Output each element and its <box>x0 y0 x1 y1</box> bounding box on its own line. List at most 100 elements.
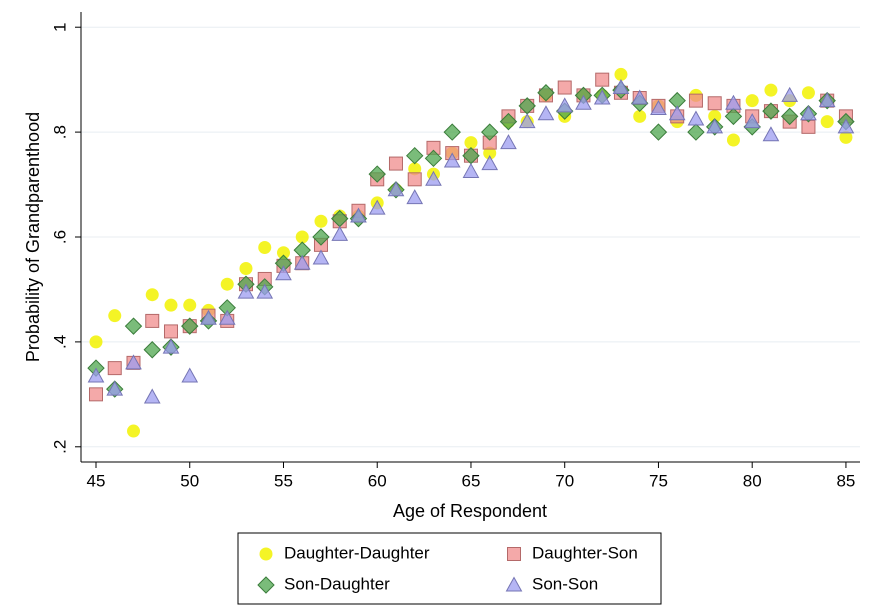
point <box>443 123 461 141</box>
point <box>725 94 742 110</box>
point <box>707 96 722 111</box>
point <box>406 189 424 205</box>
point <box>87 367 105 383</box>
x-tick-label: 75 <box>649 471 668 490</box>
legend-label: Son-Son <box>532 574 598 593</box>
y-tick-label: .4 <box>50 335 69 349</box>
y-tick-label: .6 <box>50 230 69 244</box>
point <box>575 94 592 110</box>
point <box>762 102 780 120</box>
point <box>745 94 759 108</box>
legend-label: Daughter-Son <box>532 543 638 562</box>
point <box>368 199 386 215</box>
point <box>650 99 667 116</box>
point <box>443 152 461 168</box>
point <box>143 388 161 404</box>
x-tick-label: 65 <box>462 471 481 490</box>
point <box>181 317 199 335</box>
point <box>407 172 422 187</box>
legend-label: Daughter-Daughter <box>284 543 430 562</box>
point <box>314 214 328 228</box>
x-tick-label: 50 <box>180 471 199 490</box>
point <box>724 107 743 126</box>
point <box>499 112 518 131</box>
point <box>239 261 253 275</box>
point <box>537 105 555 121</box>
point <box>312 249 330 265</box>
point <box>143 341 161 359</box>
point <box>258 240 272 254</box>
point <box>181 367 199 383</box>
point <box>275 265 292 281</box>
x-tick-label: 80 <box>743 471 762 490</box>
point <box>483 146 497 160</box>
point <box>350 207 367 223</box>
point <box>106 380 124 396</box>
point <box>614 67 628 81</box>
point <box>406 146 424 165</box>
y-tick-label: .2 <box>50 440 69 454</box>
point <box>408 162 422 176</box>
y-tick-label: 1 <box>50 22 69 31</box>
point <box>726 133 740 147</box>
point <box>276 246 290 260</box>
point <box>595 72 610 87</box>
legend-marker <box>257 576 275 594</box>
point <box>537 84 555 102</box>
point <box>218 309 236 325</box>
point <box>593 89 611 105</box>
point <box>424 149 443 168</box>
point <box>800 105 817 121</box>
point <box>462 162 480 178</box>
legend-box <box>237 532 662 605</box>
point <box>556 97 574 113</box>
point <box>164 298 178 312</box>
point <box>125 354 142 370</box>
point <box>163 324 178 339</box>
point <box>464 136 478 150</box>
point <box>688 93 703 108</box>
point <box>668 105 686 121</box>
point <box>126 424 140 438</box>
point <box>312 228 330 246</box>
point <box>331 225 349 241</box>
y-axis-title: Probability of Grandparenthood <box>23 112 43 362</box>
point <box>633 109 647 123</box>
point <box>88 387 103 402</box>
point <box>481 155 499 171</box>
point <box>764 83 778 97</box>
point <box>612 78 630 95</box>
point <box>708 109 722 123</box>
point <box>107 361 122 376</box>
point <box>500 134 517 150</box>
point <box>687 123 705 141</box>
point <box>762 126 780 142</box>
point <box>388 156 403 171</box>
point <box>200 309 217 325</box>
point <box>743 113 761 129</box>
point <box>820 115 834 129</box>
point <box>518 113 536 129</box>
point <box>780 107 799 126</box>
point <box>89 335 103 349</box>
point <box>237 283 255 299</box>
point <box>781 86 799 102</box>
point <box>837 118 855 134</box>
point <box>108 309 122 323</box>
point <box>687 110 705 126</box>
point <box>145 288 159 302</box>
x-tick-label: 70 <box>555 471 574 490</box>
point <box>368 165 386 183</box>
x-tick-label: 55 <box>274 471 293 490</box>
point <box>293 254 311 270</box>
x-tick-label: 45 <box>87 471 106 490</box>
point <box>481 123 499 141</box>
point <box>387 181 405 197</box>
point <box>706 118 724 134</box>
x-tick-label: 60 <box>368 471 387 490</box>
point <box>295 230 309 244</box>
point <box>631 89 649 105</box>
legend-marker <box>505 576 523 592</box>
